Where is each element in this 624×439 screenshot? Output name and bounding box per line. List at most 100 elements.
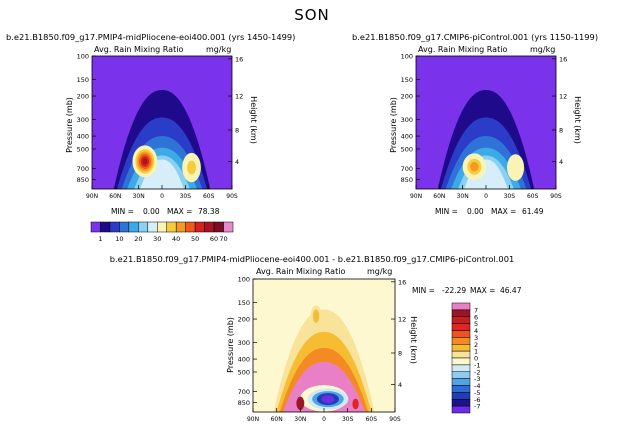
colorbar-top-label: 60 bbox=[210, 235, 218, 243]
colorbar-diff-label: -5 bbox=[474, 389, 480, 397]
panel3-surface-anomaly-1 bbox=[352, 398, 359, 410]
panel2-ytick-right-label: 8 bbox=[559, 126, 563, 134]
panel1-xtick-label: 30S bbox=[180, 193, 192, 200]
panel3-ytick-right-label: 16 bbox=[398, 278, 406, 286]
panel2-ytick-right-label: 16 bbox=[559, 55, 567, 63]
colorbar-top-label: 1 bbox=[98, 235, 102, 243]
panel2-ytick-label: 200 bbox=[401, 93, 413, 101]
panel2-ytick-label: 700 bbox=[401, 165, 413, 173]
colorbar-top-label: 20 bbox=[134, 235, 142, 243]
panel2-ylabel: Pressure (mb) bbox=[389, 97, 398, 153]
colorbar-diff-label: -4 bbox=[474, 382, 480, 390]
panel3-xtick-label: 60N bbox=[271, 416, 283, 423]
panel1-ytick-label: 400 bbox=[77, 133, 89, 141]
panel1-xtick-label: 0 bbox=[160, 193, 164, 200]
panel1-xtick-label: 90S bbox=[226, 193, 238, 200]
colorbar-top-cell bbox=[194, 221, 205, 233]
panel3-max-label: MAX = bbox=[470, 286, 495, 295]
colorbar-diff-label: -3 bbox=[474, 375, 480, 383]
colorbar-diff-label: 5 bbox=[474, 320, 478, 328]
panel2-min-label: MIN = bbox=[435, 207, 458, 216]
panel3-ytick-label: 850 bbox=[238, 399, 250, 407]
panel3-xtick-label: 90N bbox=[247, 416, 259, 423]
colorbar-top-cell bbox=[185, 221, 196, 233]
colorbar-diff-cell bbox=[451, 371, 471, 379]
colorbar-diff-label: -6 bbox=[474, 396, 480, 404]
colorbar-diff-cell bbox=[451, 309, 471, 317]
chart-marks: 90N 60N 30N 0 30S 60S 90S100150200300400500700… bbox=[77, 53, 568, 424]
panel1-ytick-right-label: 4 bbox=[235, 158, 239, 166]
panel3-surface-anomaly-0 bbox=[296, 396, 305, 410]
panel1-ytick-label: 300 bbox=[77, 116, 89, 124]
page-title: SON bbox=[294, 6, 330, 24]
colorbar-top-cell bbox=[175, 221, 186, 233]
panel2-ytick-label: 500 bbox=[401, 145, 413, 153]
colorbar-diff-label: 1 bbox=[474, 348, 478, 356]
panel2-ytick-label: 100 bbox=[401, 53, 413, 61]
panel2-ytick-right-label: 12 bbox=[559, 93, 567, 101]
colorbar-top-cell bbox=[147, 221, 158, 233]
colorbar-diff-cell bbox=[451, 337, 471, 345]
panel1-min-value: 0.00 bbox=[143, 207, 160, 216]
panel1-max-value: 78.38 bbox=[198, 207, 220, 216]
panel3-ytick-label: 700 bbox=[238, 388, 250, 396]
panel3-units: mg/kg bbox=[367, 267, 392, 276]
panel3-field bbox=[253, 279, 395, 412]
panel2-left-title: Avg. Rain Mixing Ratio bbox=[418, 45, 507, 54]
panel3-ytick-label: 200 bbox=[238, 316, 250, 324]
panel1-min-label: MIN = bbox=[111, 207, 134, 216]
panel1-max-0-level-5 bbox=[142, 158, 148, 165]
panel3-xtick-label: 90S bbox=[389, 416, 401, 423]
colorbar-diff-label: 7 bbox=[474, 306, 478, 314]
panel3-ytick-label: 300 bbox=[238, 339, 250, 347]
panel3-ytick-right-label: 12 bbox=[398, 316, 406, 324]
colorbar-top-cell bbox=[223, 221, 234, 233]
panel2-max-label: MAX = bbox=[491, 207, 516, 216]
panel2-xtick-label: 90S bbox=[550, 193, 562, 200]
colorbar-diff-cell bbox=[451, 364, 471, 372]
panel3-ytick-right-label: 4 bbox=[398, 381, 402, 389]
panel1-ytick-label: 100 bbox=[77, 53, 89, 61]
colorbar-diff-cell bbox=[451, 385, 471, 393]
colorbar-top-cell bbox=[128, 221, 139, 233]
colorbar-top-cell bbox=[109, 221, 120, 233]
panel1-ytick-right-label: 12 bbox=[235, 93, 243, 101]
panel2-xtick-label: 60S bbox=[527, 193, 539, 200]
colorbar-diff-label: -7 bbox=[474, 403, 480, 411]
panel3-xtick-label: 0 bbox=[322, 416, 326, 423]
panel2-xtick-label: 90N bbox=[410, 193, 422, 200]
colorbar-top-cell bbox=[157, 221, 167, 233]
colorbar-diff-cell bbox=[451, 399, 471, 407]
panel1-ylabel-right: Height (km) bbox=[249, 96, 258, 144]
panel1-title: b.e21.B1850.f09_g17.PMIP4-midPliocene-eo… bbox=[6, 32, 295, 42]
panel3-ylabel-right: Height (km) bbox=[409, 316, 418, 364]
panel3-xtick-label: 30S bbox=[342, 416, 354, 423]
panel2-axes: 90N 60N 30N 0 30S 60S 90S 100 150 200 300 400 500 700… bbox=[401, 53, 568, 201]
panel2-ytick-right-label: 4 bbox=[559, 158, 563, 166]
colorbar-diff-cell bbox=[451, 405, 471, 414]
panel3-min-label: MIN = bbox=[412, 286, 435, 295]
panel1-field bbox=[92, 56, 232, 189]
panel3-xtick-label: 30N bbox=[294, 416, 306, 423]
colorbar-diff-label: -2 bbox=[474, 368, 480, 376]
panel2-title: b.e21.B1850.f09_g17.CMIP6-piControl.001 … bbox=[352, 32, 598, 42]
colorbar-top-label: 70 bbox=[219, 235, 227, 243]
panel3-axes: 90N 60N 30N 0 30S 60S 90S 100 150 200 300 400 500 700… bbox=[238, 276, 407, 424]
panel2-xtick-label: 0 bbox=[484, 193, 488, 200]
panel1-units: mg/kg bbox=[206, 45, 231, 54]
panel1-max-label: MAX = bbox=[167, 207, 192, 216]
colorbar-diff-cell bbox=[451, 302, 471, 311]
panel2-ytick-label: 300 bbox=[401, 116, 413, 124]
panel2-max-0-level-2 bbox=[470, 161, 479, 172]
panel3-negative-4 bbox=[321, 395, 335, 404]
panel2-max-value: 61.49 bbox=[522, 207, 544, 216]
colorbar-diff-label: 3 bbox=[474, 334, 478, 342]
panel3-ylabel: Pressure (mb) bbox=[226, 317, 235, 373]
panel3-ytick-label: 500 bbox=[238, 368, 250, 376]
colorbar-diff-label: -1 bbox=[474, 361, 480, 369]
panel2-xtick-label: 30S bbox=[504, 193, 516, 200]
colorbar-top-cell bbox=[119, 221, 130, 233]
